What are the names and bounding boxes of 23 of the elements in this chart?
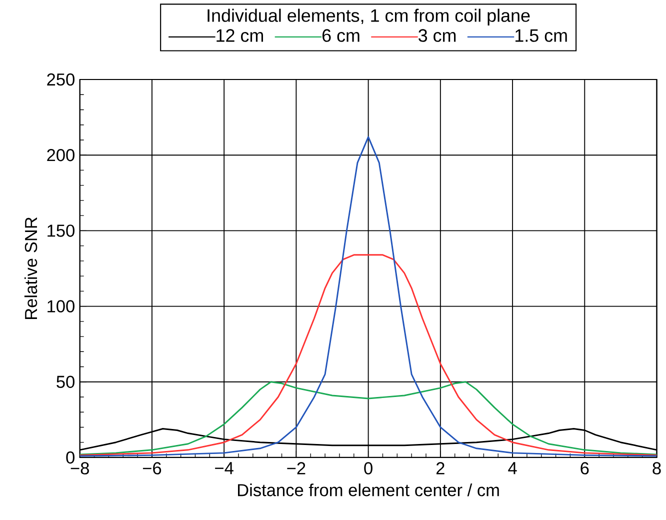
x-tick-label: 2 [436, 462, 444, 474]
y-tick-label: 0 [66, 451, 74, 464]
y-axis-title: Relative SNR [24, 217, 38, 319]
y-tick-label: 100 [48, 300, 74, 312]
x-axis-title: Distance from element center / cm [238, 484, 499, 496]
legend-label: 3 cm [418, 29, 456, 42]
y-tick-label: 150 [48, 224, 74, 237]
y-tick-label: 250 [47, 73, 74, 86]
y-tick-label: 50 [56, 376, 74, 388]
x-tick-label: −2 [287, 462, 306, 474]
x-tick-label: 6 [580, 462, 589, 474]
legend-label: 12 cm [216, 29, 263, 42]
legend-label: 6 cm [322, 29, 360, 42]
legend-title: Individual elements, 1 cm from coil plane [208, 8, 530, 26]
x-tick-label: −4 [215, 462, 234, 474]
line-series [80, 381, 657, 456]
x-tick-label: 4 [508, 462, 517, 474]
x-tick-label: −8 [70, 462, 89, 474]
x-tick-label: 8 [652, 462, 661, 474]
x-tick-label: −6 [142, 462, 162, 474]
legend-label: 1.5 cm [516, 29, 567, 42]
x-tick-label: 0 [364, 462, 372, 474]
y-tick-label: 200 [47, 148, 74, 162]
